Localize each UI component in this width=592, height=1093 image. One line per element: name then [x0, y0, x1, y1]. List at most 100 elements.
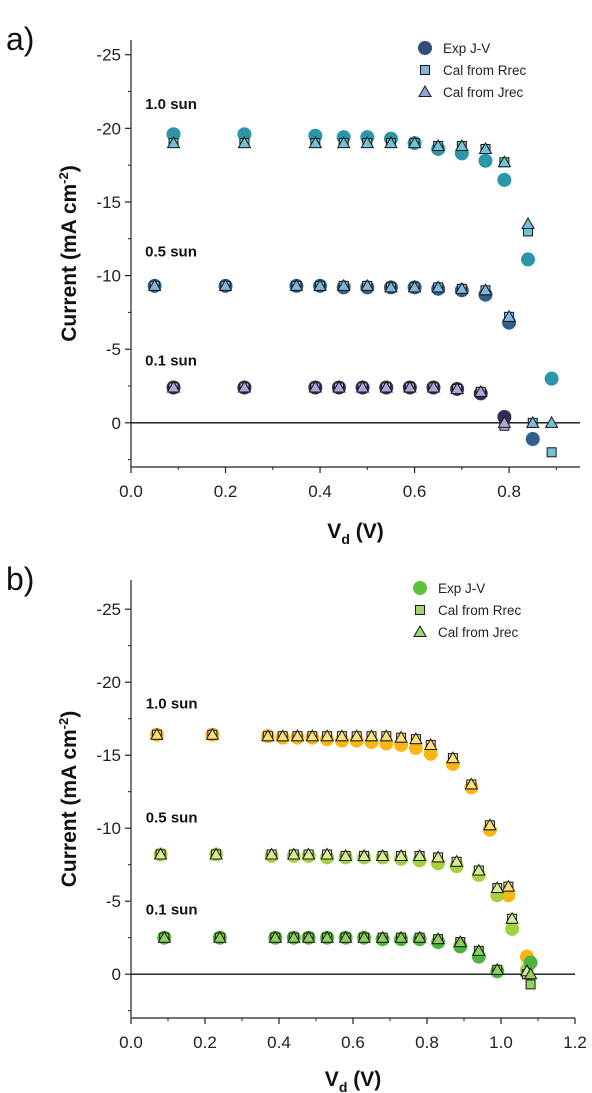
panel-a-y-axis-title-tail: )	[58, 165, 81, 172]
panel-a-x-axis-title-unit: (V)	[350, 520, 384, 543]
panel-b-point-triangle	[394, 730, 408, 743]
panel-a-point-triangle	[313, 278, 327, 291]
panel-a-y-axis-title-sup: -2	[56, 172, 71, 184]
panel-a-series-square	[168, 138, 557, 458]
panel-b-point-triangle	[490, 881, 505, 894]
panel-b-point-triangle	[301, 847, 316, 860]
panel-b-y-tick-label: -25	[96, 600, 121, 619]
panel-b-point-triangle	[305, 729, 320, 742]
panel-b-legend-marker-circle	[413, 581, 427, 595]
panel-b-point-triangle	[483, 818, 497, 831]
panel-a-point-triangle	[478, 283, 493, 296]
panel-a-point-circle	[478, 153, 493, 168]
panel-b-point-circle	[505, 921, 520, 936]
panel-a-point-circle	[166, 127, 181, 142]
panel-b-point-triangle	[268, 930, 283, 943]
panel-b-y-tick-label: -15	[96, 746, 121, 765]
panel-b-y-tick-label: -20	[96, 673, 121, 692]
panel-a-point-triangle	[497, 155, 512, 168]
panel-a-point-triangle	[237, 380, 252, 393]
panel-a-series-square	[149, 280, 538, 428]
panel-b-y-tick-label: -10	[96, 819, 121, 838]
panel-a-point-triangle	[166, 380, 181, 393]
panel-a-point-triangle	[454, 139, 469, 152]
panel-b-point-triangle	[320, 729, 334, 742]
panel-b-point-triangle	[449, 854, 464, 867]
panel-a-point-triangle	[402, 380, 417, 393]
panel-b-sun-label: 1.0 sun	[146, 695, 198, 712]
panel-a-y-axis-title-main: Current (mA cm	[58, 184, 81, 342]
panel-b-point-triangle	[338, 930, 353, 943]
panel-a-point-triangle	[454, 281, 469, 294]
panel-a-point-triangle	[218, 278, 233, 291]
panel-a-y-tick-label: 0	[112, 414, 121, 433]
panel-b-y-axis-title-main: Current (mA cm	[58, 729, 81, 887]
panel-a-point-triangle	[384, 280, 398, 293]
panel-b-point-triangle	[286, 847, 301, 860]
panel-b-x-tick-label: 0.8	[415, 1033, 439, 1052]
panel-a-sun-label: 0.5 sun	[145, 243, 197, 260]
panel-b-legend-marker-triangle	[413, 624, 427, 637]
panel-a-x-tick-label: 0.4	[308, 482, 332, 501]
panel-a-sun-label: 1.0 sun	[145, 96, 197, 113]
panel-b-point-triangle	[431, 850, 445, 863]
panel-b-point-triangle	[153, 847, 168, 860]
panel-b-point-triangle	[446, 751, 460, 764]
panel-a-point-triangle	[525, 415, 540, 428]
panel-b-y-axis-title-tail: )	[58, 711, 81, 718]
panel-b-point-triangle	[412, 930, 427, 943]
panel-b-series-triangle	[150, 727, 534, 977]
panel-b-point-triangle	[394, 930, 408, 943]
panel-b-point-triangle	[349, 729, 364, 742]
panel-a-point-triangle	[450, 381, 464, 394]
panel-b-x-axis-title-main: V	[325, 1068, 339, 1091]
panel-b-y-axis-title: Current (mA cm-2)	[56, 711, 81, 887]
panel-b-legend-label: Exp J-V	[438, 581, 485, 596]
panel-a-legend-label: Cal from Jrec	[443, 85, 524, 100]
panel-a-x-axis-title-sub: d	[341, 531, 350, 547]
panel-a-point-triangle	[147, 278, 162, 291]
panel-b-x-tick-label: 0.0	[119, 1033, 143, 1052]
panel-b-point-triangle	[212, 930, 227, 943]
panel-b-point-triangle	[423, 737, 438, 750]
panel-b-x-axis-title-sub: d	[339, 1079, 348, 1093]
panel-b-point-circle	[501, 888, 516, 903]
panel-a-label: a)	[6, 21, 34, 57]
panel-a-y-axis-title: Current (mA cm-2)	[56, 165, 81, 341]
panel-a-point-triangle	[360, 278, 375, 291]
panel-b-point-triangle	[150, 727, 164, 740]
panel-a-point-triangle	[355, 380, 370, 393]
panel-b-point-triangle	[464, 777, 479, 790]
panel-a-sun-label: 0.1 sun	[145, 352, 197, 369]
panel-a-y-tick-label: -15	[96, 193, 121, 212]
panel-b-point-circle	[423, 746, 438, 761]
panel-a-point-triangle	[473, 384, 488, 397]
panel-a-point-triangle	[308, 380, 323, 393]
panel-b-point-triangle	[357, 848, 371, 861]
panel-a-point-triangle	[502, 309, 516, 322]
panel-b-point-triangle	[335, 729, 349, 742]
panel-a-point-triangle	[431, 280, 446, 293]
panel-a-point-triangle	[336, 136, 351, 149]
panel-b-sun-label: 0.1 sun	[146, 901, 198, 918]
panel-a-point-triangle	[478, 141, 493, 154]
panel-a-point-triangle	[308, 136, 323, 149]
panel-a-x-tick-label: 0.2	[214, 482, 238, 501]
panel-a-y-tick-label: -20	[96, 119, 121, 138]
panel-a-x-axis-title-main: V	[327, 520, 341, 543]
panel-b-point-triangle	[394, 848, 408, 861]
panel-b-point-triangle	[301, 930, 316, 943]
panel-a-series-circle	[147, 278, 540, 447]
panel-b-legend-marker-square	[415, 605, 425, 615]
panel-a-legend-marker-triangle	[418, 84, 432, 97]
panel-a-point-triangle	[379, 380, 394, 393]
panel-b-point-square	[525, 979, 536, 990]
panel-a-point-triangle	[384, 136, 398, 149]
panel-a-series-triangle	[166, 380, 512, 428]
panel-a-point-triangle	[407, 280, 422, 293]
panel-a-point-triangle	[336, 278, 351, 291]
panel-a-legend-label: Cal from Rrec	[443, 63, 527, 78]
panel-b-point-triangle	[364, 729, 379, 742]
panel-a-point-triangle	[544, 415, 559, 428]
